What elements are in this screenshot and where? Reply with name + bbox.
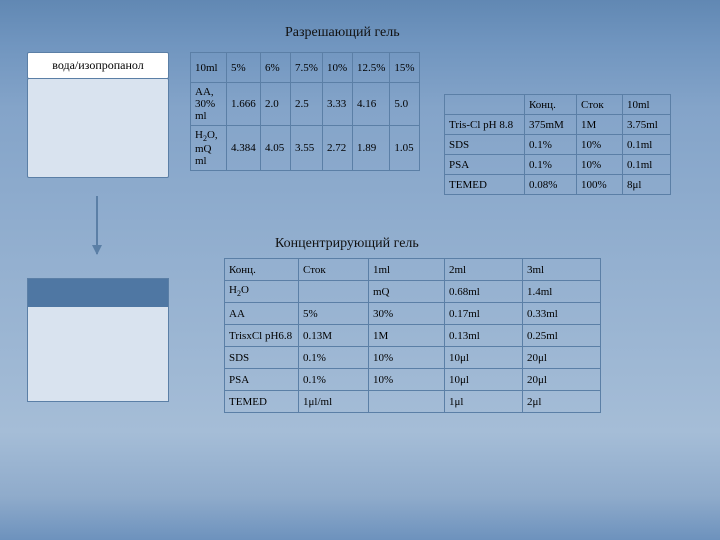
table-cell: H2O, mQ ml xyxy=(191,126,227,171)
table-header-cell: Конц. xyxy=(525,95,577,115)
table-cell: 0.33ml xyxy=(523,303,601,325)
table-header-cell: Сток xyxy=(577,95,623,115)
lower-gel-box xyxy=(27,278,169,402)
table-header-cell: 1ml xyxy=(369,259,445,281)
arrow-down xyxy=(96,196,98,254)
table-cell: 4.05 xyxy=(261,126,291,171)
table-cell: 1M xyxy=(577,115,623,135)
table-cell: 10% xyxy=(369,347,445,369)
table-header-cell: 12.5% xyxy=(353,53,390,83)
table-cell: 10% xyxy=(577,135,623,155)
table-cell: 20μl xyxy=(523,369,601,391)
table-cell: 4.16 xyxy=(353,83,390,126)
table-cell: 0.1% xyxy=(299,369,369,391)
table-cell: 3.55 xyxy=(291,126,323,171)
table-cell: 0.68ml xyxy=(445,281,523,303)
resolving-title: Разрешающий гель xyxy=(285,25,400,41)
table-cell xyxy=(369,391,445,413)
table-cell: 100% xyxy=(577,175,623,195)
table-header-cell: 5% xyxy=(227,53,261,83)
table-cell: 5% xyxy=(299,303,369,325)
table-cell: 1.4ml xyxy=(523,281,601,303)
resolving-gel-table: 10ml5%6%7.5%10%12.5%15%AA, 30% ml1.6662.… xyxy=(190,52,420,171)
table-cell: 0.13ml xyxy=(445,325,523,347)
table-cell: 10% xyxy=(369,369,445,391)
table-header-cell: 7.5% xyxy=(291,53,323,83)
table-cell: 10% xyxy=(577,155,623,175)
table-cell: TEMED xyxy=(225,391,299,413)
table-cell: 375mM xyxy=(525,115,577,135)
stacking-gel-table: Конц.Сток1ml2ml3ml H2O mQ0.68ml1.4ml AA5%30… xyxy=(224,258,601,413)
table-cell: 1μl/ml xyxy=(299,391,369,413)
table-cell: 1.89 xyxy=(353,126,390,171)
table-header-cell: 3ml xyxy=(523,259,601,281)
table-cell: 2.5 xyxy=(291,83,323,126)
table-header-cell: 10ml xyxy=(623,95,671,115)
table-header-cell: 10ml xyxy=(191,53,227,83)
table-cell: 0.1ml xyxy=(623,135,671,155)
table-cell: 0.08% xyxy=(525,175,577,195)
table-cell: 0.1% xyxy=(525,135,577,155)
table-cell: PSA xyxy=(445,155,525,175)
table-cell: 8μl xyxy=(623,175,671,195)
table-cell: 3.75ml xyxy=(623,115,671,135)
table-cell: SDS xyxy=(225,347,299,369)
table-cell: 1.05 xyxy=(390,126,420,171)
resolving-reagents-table: Конц.Сток10ml Tris-Cl pH 8.8375mM1M3.75ml… xyxy=(444,94,671,195)
table-header-cell: 10% xyxy=(323,53,353,83)
table-cell: 2.0 xyxy=(261,83,291,126)
table-cell: 0.1ml xyxy=(623,155,671,175)
table-cell: TrisxCl pH6.8 xyxy=(225,325,299,347)
table-header-cell: 15% xyxy=(390,53,420,83)
stacking-title: Концентрирующий гель xyxy=(275,236,419,252)
table-cell: Tris-Cl pH 8.8 xyxy=(445,115,525,135)
table-cell: 5.0 xyxy=(390,83,420,126)
table-cell: 1.666 xyxy=(227,83,261,126)
table-cell: 10μl xyxy=(445,369,523,391)
table-cell: 1μl xyxy=(445,391,523,413)
table-cell: PSA xyxy=(225,369,299,391)
table-cell: 10μl xyxy=(445,347,523,369)
table-cell: 1M xyxy=(369,325,445,347)
table-cell: 0.17ml xyxy=(445,303,523,325)
table-header-cell: 6% xyxy=(261,53,291,83)
table-cell: 30% xyxy=(369,303,445,325)
table-header-cell xyxy=(445,95,525,115)
upper-gel-box xyxy=(27,78,169,178)
table-header-cell: 2ml xyxy=(445,259,523,281)
table-cell: TEMED xyxy=(445,175,525,195)
table-cell: 0.1% xyxy=(299,347,369,369)
table-cell: 0.1% xyxy=(525,155,577,175)
table-cell: 4.384 xyxy=(227,126,261,171)
table-header-cell: Конц. xyxy=(225,259,299,281)
water-isopropanol-label: вода/изопропанол xyxy=(27,52,169,79)
table-cell: AA, 30% ml xyxy=(191,83,227,126)
gel-strip xyxy=(28,279,168,307)
table-cell: 2.72 xyxy=(323,126,353,171)
table-cell: H2O xyxy=(225,281,299,303)
table-cell: 0.25ml xyxy=(523,325,601,347)
table-cell: mQ xyxy=(369,281,445,303)
table-header-cell: Сток xyxy=(299,259,369,281)
table-cell: 2μl xyxy=(523,391,601,413)
table-cell: 0.13M xyxy=(299,325,369,347)
table-cell: 3.33 xyxy=(323,83,353,126)
table-cell xyxy=(299,281,369,303)
table-cell: AA xyxy=(225,303,299,325)
table-cell: 20μl xyxy=(523,347,601,369)
table-cell: SDS xyxy=(445,135,525,155)
